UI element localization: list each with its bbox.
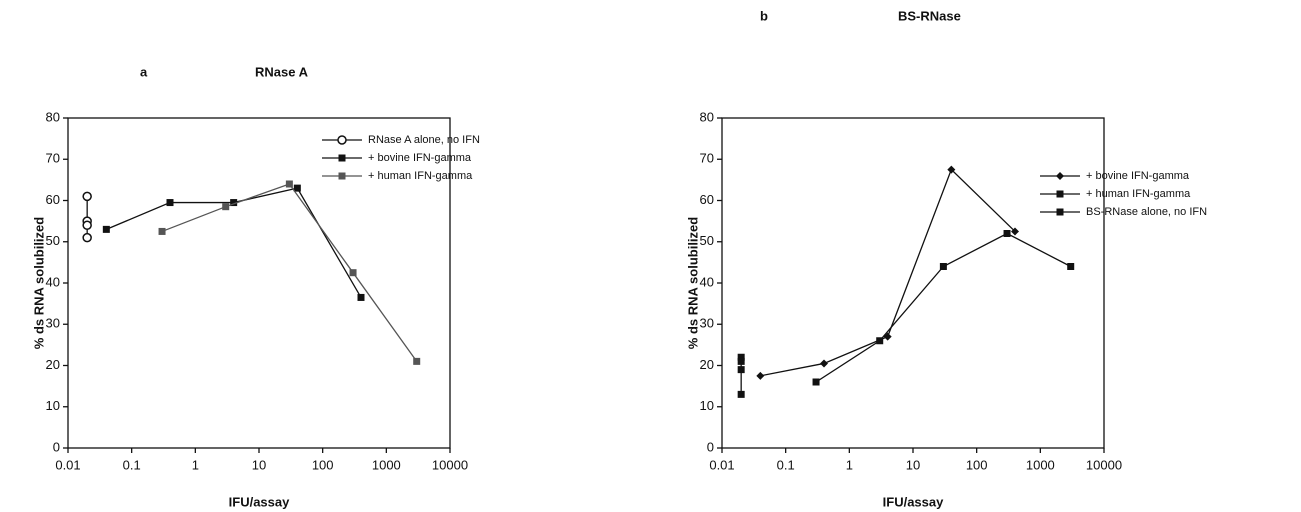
- series-line: [161, 183, 418, 362]
- marker: [166, 199, 174, 207]
- y-axis-label: % ds RNA solubilized: [31, 217, 46, 349]
- marker: [338, 172, 346, 180]
- x-tick-label: 0.1: [123, 457, 141, 472]
- y-tick-label: 40: [46, 274, 60, 289]
- x-tick-label: 10: [906, 457, 920, 472]
- y-tick-label: 80: [700, 109, 714, 124]
- y-tick-label: 50: [700, 233, 714, 248]
- series-line: [815, 232, 1072, 383]
- marker: [230, 199, 238, 207]
- y-tick-label: 10: [700, 398, 714, 413]
- marker: [293, 184, 301, 192]
- panel-label: a: [140, 64, 148, 79]
- y-tick-label: 70: [46, 151, 60, 166]
- x-axis-label: IFU/assay: [883, 494, 944, 509]
- legend-label: + bovine IFN-gamma: [1086, 170, 1190, 182]
- y-tick-label: 70: [700, 151, 714, 166]
- y-tick-label: 20: [700, 357, 714, 372]
- x-tick-label: 10000: [432, 457, 468, 472]
- y-tick-label: 30: [700, 316, 714, 331]
- marker: [819, 359, 828, 368]
- marker: [737, 390, 745, 398]
- x-tick-label: 100: [312, 457, 334, 472]
- y-tick-label: 80: [46, 109, 60, 124]
- chart-title: BS-RNase: [898, 8, 961, 23]
- marker: [285, 180, 293, 188]
- marker: [1003, 230, 1011, 237]
- panel-label: b: [760, 8, 768, 23]
- marker: [737, 353, 745, 361]
- x-tick-label: 1000: [1026, 457, 1055, 472]
- marker: [756, 371, 765, 380]
- series-line: [760, 168, 1016, 377]
- marker: [82, 220, 92, 230]
- marker: [337, 135, 347, 145]
- y-axis-label: % ds RNA solubilized: [685, 217, 700, 349]
- legend-label: BS-RNase alone, no IFN: [1086, 206, 1207, 218]
- y-tick-label: 50: [46, 233, 60, 248]
- y-tick-label: 40: [700, 274, 714, 289]
- y-tick-label: 20: [46, 357, 60, 372]
- chart-title: RNase A: [255, 64, 309, 79]
- x-tick-label: 0.01: [55, 457, 80, 472]
- marker: [737, 366, 745, 374]
- marker: [1067, 263, 1075, 270]
- marker: [102, 225, 110, 233]
- marker: [1056, 208, 1064, 216]
- y-tick-label: 10: [46, 398, 60, 413]
- x-tick-label: 1000: [372, 457, 401, 472]
- legend-label: + human IFN-gamma: [368, 170, 473, 182]
- marker: [82, 191, 92, 202]
- marker: [413, 357, 421, 365]
- marker: [939, 263, 947, 270]
- legend-label: + bovine IFN-gamma: [368, 152, 472, 164]
- x-tick-label: 0.01: [709, 457, 734, 472]
- x-tick-label: 10000: [1086, 457, 1122, 472]
- x-axis-label: IFU/assay: [229, 494, 290, 509]
- marker: [222, 203, 230, 211]
- marker: [158, 227, 166, 235]
- marker: [947, 165, 956, 174]
- marker: [1010, 227, 1019, 236]
- y-tick-label: 60: [46, 192, 60, 207]
- marker: [1056, 190, 1064, 198]
- marker: [357, 293, 365, 301]
- marker: [349, 269, 357, 277]
- x-tick-label: 10: [252, 457, 266, 472]
- x-tick-label: 1: [846, 457, 853, 472]
- x-tick-label: 100: [966, 457, 988, 472]
- x-tick-label: 1: [192, 457, 199, 472]
- y-tick-label: 0: [53, 439, 60, 454]
- marker: [82, 232, 92, 243]
- marker: [1056, 172, 1064, 180]
- marker: [812, 378, 820, 386]
- legend-label: + human IFN-gamma: [1086, 188, 1191, 200]
- marker: [737, 357, 745, 365]
- legend-label: RNase A alone, no IFN: [368, 134, 480, 146]
- marker: [338, 154, 346, 162]
- y-tick-label: 0: [707, 439, 714, 454]
- marker: [876, 337, 884, 345]
- x-tick-label: 0.1: [777, 457, 795, 472]
- y-tick-label: 30: [46, 316, 60, 331]
- y-tick-label: 60: [700, 192, 714, 207]
- plot-frame: [721, 117, 1105, 449]
- plot-frame: [67, 117, 451, 449]
